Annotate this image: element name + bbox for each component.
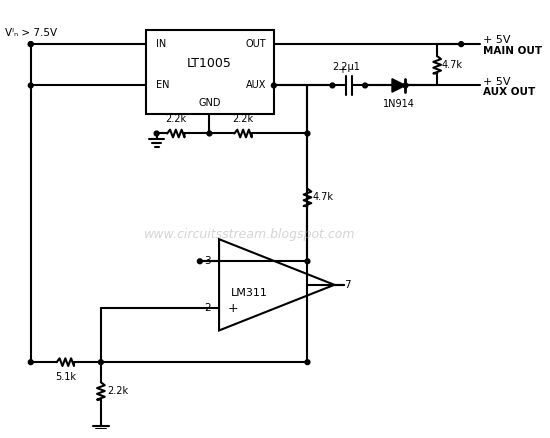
Text: Vᴵₙ > 7.5V: Vᴵₙ > 7.5V — [5, 28, 57, 38]
Circle shape — [459, 42, 464, 46]
Text: 2: 2 — [204, 304, 211, 313]
Text: EN: EN — [156, 81, 169, 91]
Circle shape — [305, 131, 310, 136]
Text: 4.7k: 4.7k — [312, 192, 333, 202]
Circle shape — [29, 42, 33, 46]
Text: 7: 7 — [344, 280, 351, 290]
Text: + 5V: + 5V — [483, 77, 511, 87]
Circle shape — [98, 360, 103, 364]
Text: + 5V: + 5V — [483, 35, 511, 45]
Text: 5.1k: 5.1k — [55, 372, 76, 382]
Circle shape — [330, 83, 335, 88]
Circle shape — [305, 360, 310, 364]
Circle shape — [362, 83, 367, 88]
Text: −: − — [227, 254, 238, 268]
Circle shape — [29, 83, 33, 88]
Text: +: + — [227, 302, 238, 315]
Circle shape — [29, 360, 33, 364]
Circle shape — [272, 83, 276, 88]
Text: www.circuitsstream.blogspot.com: www.circuitsstream.blogspot.com — [144, 228, 355, 241]
Circle shape — [305, 259, 310, 264]
Circle shape — [154, 131, 159, 136]
Polygon shape — [392, 79, 405, 92]
Text: 1N914: 1N914 — [383, 99, 415, 109]
Text: +: + — [338, 65, 346, 75]
Text: 2.2k: 2.2k — [165, 114, 186, 124]
Text: 2.2μ1: 2.2μ1 — [332, 62, 360, 72]
Text: AUX: AUX — [246, 81, 266, 91]
Text: IN: IN — [156, 39, 166, 49]
Circle shape — [403, 83, 408, 88]
Text: LT1005: LT1005 — [187, 57, 232, 70]
Circle shape — [29, 42, 33, 46]
Text: OUT: OUT — [245, 39, 266, 49]
Text: GND: GND — [198, 98, 221, 108]
Text: 4.7k: 4.7k — [442, 60, 463, 70]
Circle shape — [197, 259, 202, 264]
Text: MAIN OUT: MAIN OUT — [483, 46, 542, 56]
Text: 2.2k: 2.2k — [108, 386, 129, 396]
Text: 2.2k: 2.2k — [233, 114, 254, 124]
Bar — [146, 30, 274, 114]
Text: LM311: LM311 — [230, 287, 267, 297]
Text: AUX OUT: AUX OUT — [483, 87, 536, 97]
Text: 3: 3 — [204, 256, 211, 266]
Circle shape — [207, 131, 212, 136]
